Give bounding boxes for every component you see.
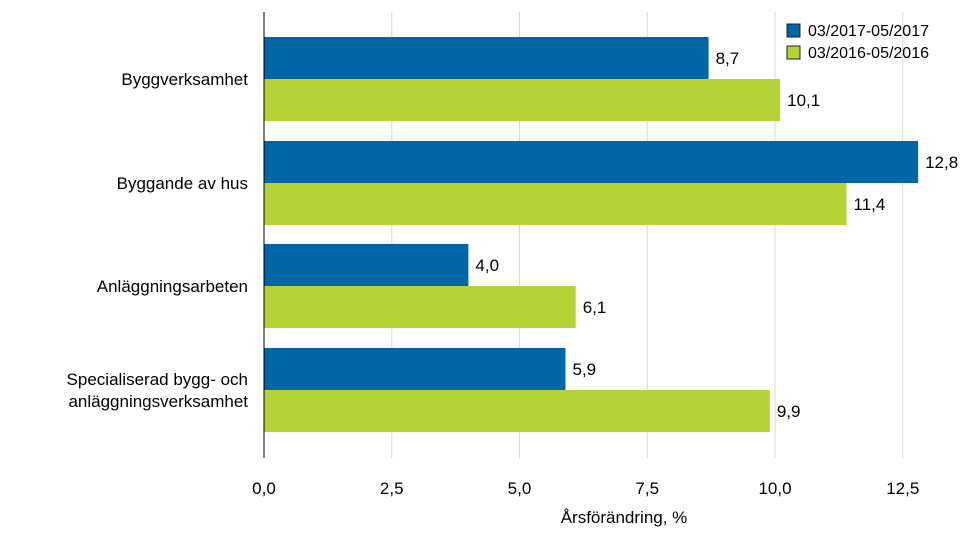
data-label: 5,9 xyxy=(572,360,596,379)
category-label: Anläggningsarbeten xyxy=(97,277,248,296)
x-tick-label: 10,0 xyxy=(758,479,791,498)
legend: 03/2017-05/2017 03/2016-05/2016 xyxy=(786,23,929,62)
data-label: 6,1 xyxy=(583,298,607,317)
bar xyxy=(264,348,566,390)
bar xyxy=(264,37,709,79)
bar xyxy=(264,286,576,328)
bar xyxy=(264,390,770,432)
legend-label: 03/2016-05/2016 xyxy=(808,45,929,62)
data-label: 10,1 xyxy=(787,91,820,110)
legend-swatch xyxy=(786,23,801,38)
legend-swatch xyxy=(786,45,801,60)
bar xyxy=(264,183,847,225)
x-tick-label: 5,0 xyxy=(508,479,532,498)
x-tick-label: 7,5 xyxy=(635,479,659,498)
category-label: Byggande av hus xyxy=(117,174,248,193)
bar xyxy=(264,141,919,183)
legend-label: 03/2017-05/2017 xyxy=(808,23,929,40)
data-label: 9,9 xyxy=(777,402,801,421)
data-label: 4,0 xyxy=(475,256,499,275)
x-tick-label: 0,0 xyxy=(252,479,276,498)
category-label: Specialiserad bygg- och xyxy=(67,370,248,389)
x-tick-label: 2,5 xyxy=(380,479,404,498)
labels: 0,0 2,5 5,0 7,5 10,0 12,5 8,7 12,8 4,0 5,9 10,1 11,… xyxy=(67,49,959,498)
bars xyxy=(264,37,919,432)
bar xyxy=(264,79,781,121)
category-label: anläggningsverksamhet xyxy=(68,392,248,411)
x-axis-title: Årsförändring, % xyxy=(561,508,688,527)
x-tick-label: 12,5 xyxy=(886,479,919,498)
category-label: Byggverksamhet xyxy=(121,70,248,89)
data-label: 8,7 xyxy=(716,49,740,68)
data-label: 12,8 xyxy=(925,153,958,172)
data-label: 11,4 xyxy=(854,195,886,214)
bar xyxy=(264,244,469,286)
